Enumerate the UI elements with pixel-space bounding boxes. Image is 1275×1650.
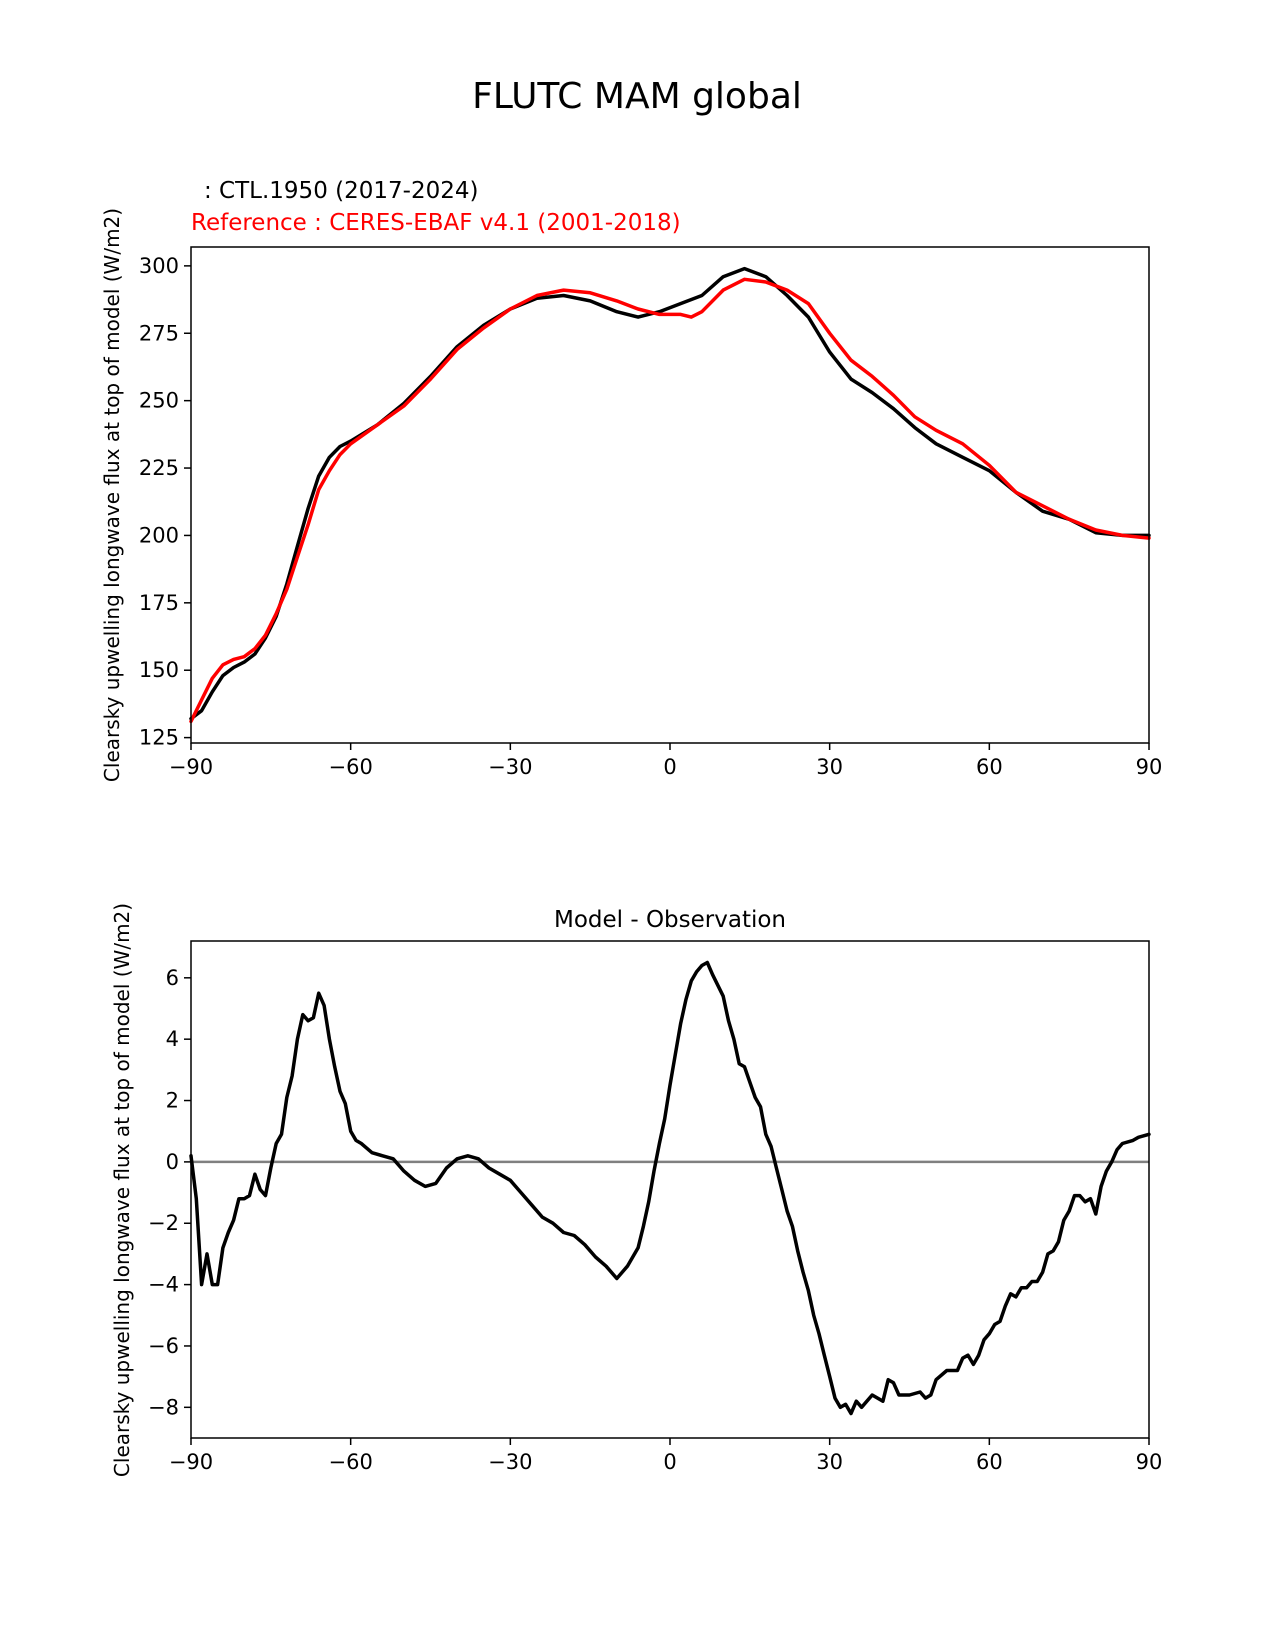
top-y-tick-label: 200 — [139, 523, 179, 547]
bottom-series-lines — [189, 960, 1151, 1416]
top-y-axis-label: Clearsky upwelling longwave flux at top … — [100, 208, 124, 782]
top-y-tick-label: 250 — [139, 389, 179, 413]
top-reference-line — [189, 277, 1151, 724]
bottom-x-tick-label: 30 — [816, 1450, 843, 1474]
top-y-tick-label: 225 — [139, 456, 179, 480]
top-y-tick-label: 150 — [139, 658, 179, 682]
bottom-x-tick-label: −30 — [488, 1450, 532, 1474]
bottom-x-tick-label: 90 — [1136, 1450, 1163, 1474]
bottom-y-ticks: −8 −6 −4 −2 0 2 4 6 — [148, 966, 191, 1419]
top-panel: : CTL.1950 (2017-2024) Reference : CERES… — [100, 178, 1162, 782]
top-x-ticks: −90 −60 −30 0 30 60 90 — [169, 743, 1163, 779]
bottom-y-axis-label: Clearsky upwelling longwave flux at top … — [110, 903, 134, 1477]
bottom-panel-title: Model - Observation — [554, 907, 786, 933]
bottom-x-tick-label: 0 — [663, 1450, 676, 1474]
top-x-tick-label: −30 — [488, 755, 532, 779]
top-series-lines — [189, 266, 1151, 724]
bottom-y-tick-label: 2 — [166, 1089, 179, 1113]
bottom-y-tick-label: −4 — [148, 1273, 179, 1297]
bottom-x-tick-label: 60 — [976, 1450, 1003, 1474]
top-y-tick-label: 175 — [139, 591, 179, 615]
top-x-tick-label: 60 — [976, 755, 1003, 779]
top-y-tick-label: 275 — [139, 321, 179, 345]
top-plot-frame — [190, 246, 1150, 744]
bottom-panel: Model - Observation −90 −60 −30 0 30 60 90 −8−… — [110, 903, 1162, 1477]
top-x-tick-label: 90 — [1136, 755, 1163, 779]
top-y-ticks: 125 150 175 200 225 250 275 300 — [139, 254, 191, 750]
bottom-y-tick-label: −2 — [148, 1211, 179, 1235]
bottom-y-tick-label: −8 — [148, 1395, 179, 1419]
bottom-plot-frame — [190, 940, 1150, 1439]
top-x-tick-label: 0 — [663, 755, 676, 779]
bottom-y-tick-label: 4 — [166, 1027, 179, 1051]
bottom-x-tick-label: −90 — [169, 1450, 213, 1474]
top-x-tick-label: −90 — [169, 755, 213, 779]
top-y-tick-label: 300 — [139, 254, 179, 278]
top-x-tick-label: −60 — [329, 755, 373, 779]
figure-title: FLUTC MAM global — [472, 76, 802, 117]
top-model-line — [189, 266, 1151, 721]
top-x-tick-label: 30 — [816, 755, 843, 779]
bottom-x-ticks: −90 −60 −30 0 30 60 90 — [169, 1438, 1163, 1474]
legend-model-label: : CTL.1950 (2017-2024) — [204, 178, 478, 204]
top-y-tick-label: 125 — [139, 726, 179, 750]
bottom-y-tick-label: 0 — [166, 1150, 179, 1174]
legend-reference-label: Reference : CERES-EBAF v4.1 (2001-2018) — [191, 210, 681, 236]
bottom-x-tick-label: −60 — [329, 1450, 373, 1474]
bottom-difference-line — [189, 960, 1151, 1416]
bottom-y-tick-label: −6 — [148, 1334, 179, 1358]
bottom-y-tick-label: 6 — [166, 966, 179, 990]
